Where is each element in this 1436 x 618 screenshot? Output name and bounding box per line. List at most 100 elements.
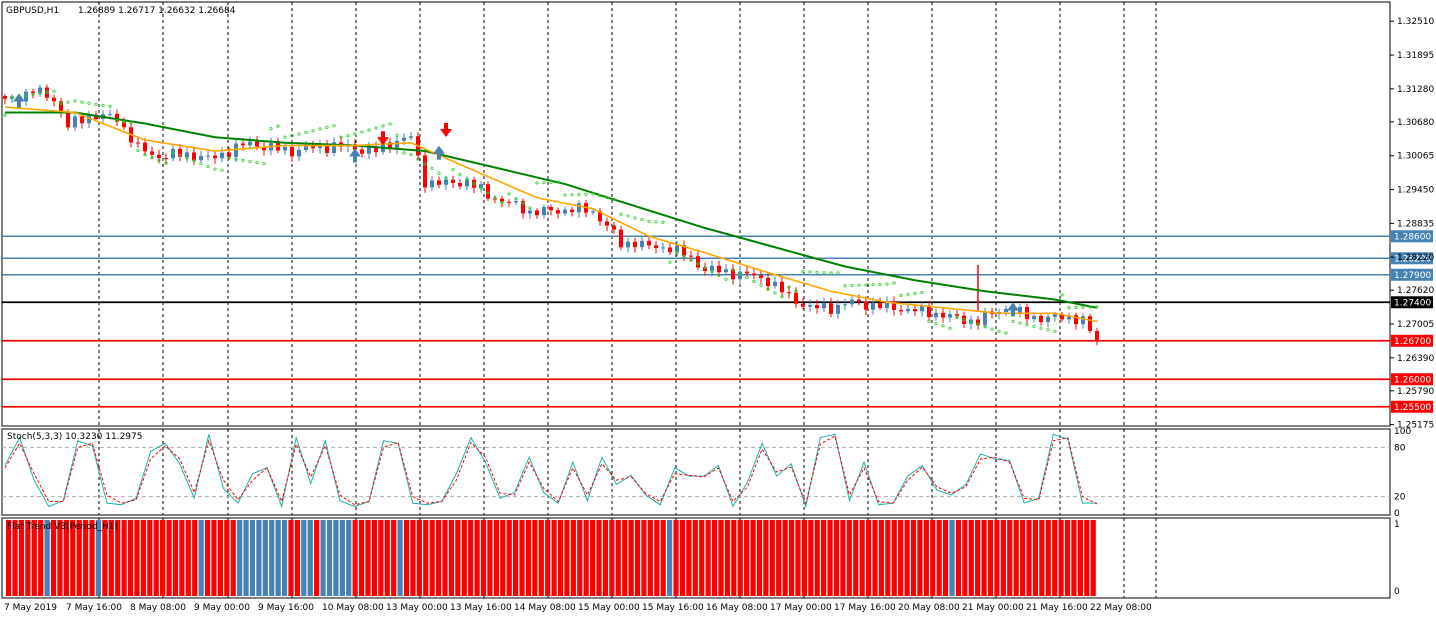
psar-dot: [570, 193, 574, 197]
trend-bar: [583, 520, 589, 596]
main-pane[interactable]: [1, 1, 1391, 427]
candle-body: [738, 271, 742, 280]
trend-bar: [801, 520, 808, 596]
trend-bar: [217, 520, 223, 596]
time-tick-label: 17 May 00:00: [770, 603, 832, 613]
psar-dot: [703, 266, 707, 270]
psar-dot: [339, 135, 343, 139]
candle-body: [745, 271, 749, 274]
trend-bar: [846, 520, 852, 596]
psar-dot: [990, 327, 994, 331]
trend-bar: [461, 520, 467, 596]
price-tick-label: 1.26390: [1397, 354, 1434, 364]
level-label: 1.27400: [1394, 298, 1431, 308]
trend-bar: [50, 520, 57, 596]
candle-body: [234, 143, 238, 157]
trend-bar: [192, 520, 198, 596]
psar-dot: [1032, 324, 1036, 329]
psar-dot: [255, 160, 259, 165]
trend-bar: [814, 520, 820, 596]
candle-body: [143, 142, 147, 152]
candle-body: [577, 203, 581, 213]
trend-bar: [166, 520, 172, 596]
psar-dot: [479, 186, 483, 191]
candle-body: [906, 309, 910, 312]
candle-body: [612, 225, 616, 230]
candle-body: [731, 269, 735, 280]
trend-bar: [833, 520, 840, 596]
candle-body: [913, 309, 917, 312]
trend-bar: [25, 520, 31, 596]
candle-body: [787, 292, 791, 294]
psar-dot: [584, 192, 588, 196]
psar-dot: [619, 212, 623, 216]
price-tick-label: 1.31895: [1397, 51, 1434, 61]
psar-dot: [3, 113, 7, 117]
moving-averages: [4, 106, 1098, 323]
psar-dot: [1046, 328, 1050, 332]
price-tick-label: 1.29450: [1397, 186, 1434, 196]
candle-body: [829, 303, 833, 314]
candle-body: [857, 299, 861, 302]
trend-bar: [480, 520, 487, 596]
stoch-signal-line: [4, 435, 1098, 506]
candle-body: [780, 281, 784, 293]
flat-trend-pane[interactable]: [1, 517, 1391, 599]
psar-dot: [52, 89, 56, 93]
psar-dot: [591, 192, 595, 196]
psar-dot: [899, 293, 903, 297]
candle-body: [626, 241, 630, 248]
trend-bar: [44, 520, 50, 596]
candle-body: [1039, 315, 1043, 323]
trend-bar: [358, 520, 365, 596]
price-tick-label: 1.25175: [1397, 421, 1434, 431]
trend-bar: [821, 520, 827, 596]
trend-bar: [788, 520, 795, 596]
slow-ma-line: [5, 111, 1098, 309]
psar-dot: [157, 158, 161, 162]
candle-body: [409, 136, 413, 138]
time-tick-label: 7 May 2019: [4, 603, 57, 613]
trend-tick-label: 1: [1394, 520, 1400, 530]
stochastic-pane[interactable]: [1, 428, 1391, 516]
candle-body: [1074, 315, 1078, 325]
candle-body: [423, 155, 427, 188]
candle-body: [290, 146, 294, 157]
time-tick-label: 9 May 16:00: [258, 603, 314, 613]
psar-dot: [507, 192, 511, 196]
trend-bar: [314, 520, 320, 596]
trend-bar: [718, 520, 724, 596]
candle-body: [157, 154, 161, 159]
psar-dot: [374, 126, 378, 130]
stoch-tick-label: 0: [1394, 509, 1400, 519]
trend-bar: [724, 520, 730, 596]
psar-dot: [10, 96, 14, 100]
candle-body: [710, 265, 714, 271]
flat-trend-title: Flat Trend V3(Period_H1): [7, 522, 118, 532]
psar-dot: [73, 99, 77, 103]
trend-bar: [1000, 520, 1006, 596]
time-tick-label: 20 May 08:00: [898, 603, 960, 613]
trend-bar: [256, 520, 262, 596]
trend-bar: [63, 520, 69, 596]
candle-body: [59, 101, 63, 113]
trend-bar: [6, 520, 12, 596]
candle-body: [983, 311, 987, 326]
psar-dot: [297, 132, 301, 136]
trend-bar: [288, 520, 294, 596]
flat-trend-axis: 10: [1394, 520, 1400, 597]
trend-bar: [667, 520, 673, 596]
candle-body: [759, 275, 763, 278]
trend-bar: [108, 520, 114, 596]
trend-bar: [301, 520, 307, 596]
psar-dot: [178, 153, 182, 158]
psar-dot: [997, 329, 1001, 334]
level-tag: [1391, 296, 1433, 309]
candle-body: [500, 198, 504, 202]
trend-bar: [776, 520, 782, 596]
trend-bar: [160, 520, 166, 596]
trend-bar: [782, 520, 788, 596]
psar-dot: [752, 279, 756, 283]
psar-dot: [332, 124, 336, 128]
